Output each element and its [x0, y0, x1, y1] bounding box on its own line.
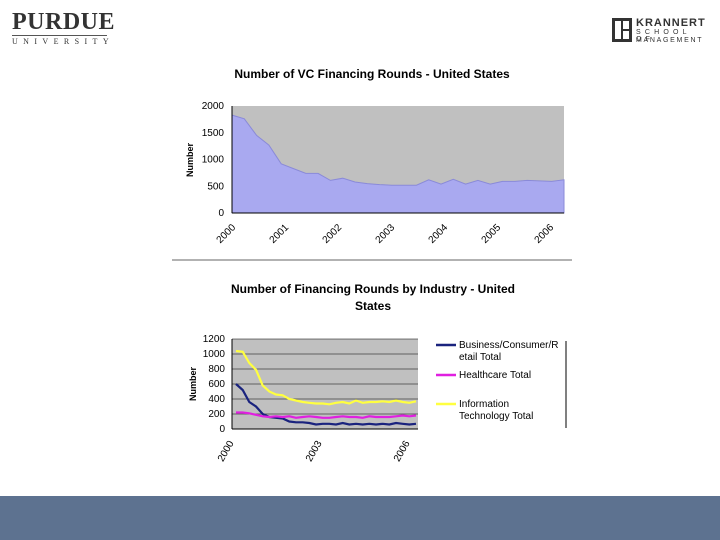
- legend-business-label: Business/Consumer/R: [459, 340, 558, 351]
- chart2-x-tick-label: 2003: [304, 439, 325, 464]
- chart2-title-line1: Number of Financing Rounds by Industry -…: [231, 282, 515, 296]
- chart2-y-tick-label: 1200: [203, 334, 226, 345]
- chart1-y-tick-label: 500: [207, 181, 224, 192]
- chart2-y-tick-label: 800: [208, 364, 225, 375]
- purdue-subtitle: UNIVERSITY: [12, 37, 114, 46]
- purdue-wordmark: PURDUE: [12, 9, 115, 35]
- industry-rounds-line-chart: Number of Financing Rounds by Industry -…: [188, 282, 567, 464]
- chart1-title: Number of VC Financing Rounds - United S…: [234, 67, 510, 81]
- purdue-logo: PURDUE UNIVERSITY: [12, 9, 115, 46]
- krannert-name: KRANNERT: [636, 17, 706, 29]
- chart1-y-tick-label: 2000: [202, 101, 225, 112]
- chart1-y-tick-label: 0: [218, 208, 224, 219]
- chart2-y-tick-label: 400: [208, 394, 225, 405]
- legend-business-label: etail Total: [459, 352, 501, 363]
- chart2-y-tick-label: 200: [208, 409, 225, 420]
- chart2-x-tick-label: 2006: [392, 439, 413, 464]
- chart2-y-tick-label: 1000: [203, 349, 226, 360]
- chart2-series-business: [235, 383, 417, 426]
- krannert-management: MANAGEMENT: [636, 37, 704, 44]
- chart2-y-axis-label: Number: [188, 367, 198, 402]
- chart1-area-series: [231, 114, 565, 214]
- chart1-y-tick-label: 1000: [202, 155, 225, 166]
- chart1-y-tick-label: 1500: [202, 128, 225, 139]
- left-margin-strip: [0, 0, 60, 496]
- krannert-k-icon: [612, 18, 632, 42]
- chart2-series-healthcare: [236, 411, 417, 419]
- krannert-school-of: SCHOOL OF: [636, 29, 691, 43]
- chart2-y-tick-label: 0: [219, 424, 225, 435]
- purdue-rule: [12, 35, 107, 36]
- chart2-title-line2: States: [355, 299, 391, 313]
- krannert-logo: KRANNERT SCHOOL OF MANAGEMENT: [612, 17, 712, 46]
- vc-rounds-area-chart: Number of VC Financing Rounds - United S…: [172, 67, 572, 261]
- legend-healthcare-label: Healthcare Total: [459, 370, 531, 381]
- footer-band: [0, 496, 720, 540]
- chart2-y-tick-label: 600: [208, 379, 225, 390]
- chart2-series-it: [235, 349, 417, 406]
- legend-it-label: Information: [459, 399, 509, 410]
- chart1-y-axis-label: Number: [185, 143, 195, 178]
- chart2-x-tick-label: 2000: [216, 439, 237, 464]
- legend-it-label: Technology Total: [459, 411, 533, 422]
